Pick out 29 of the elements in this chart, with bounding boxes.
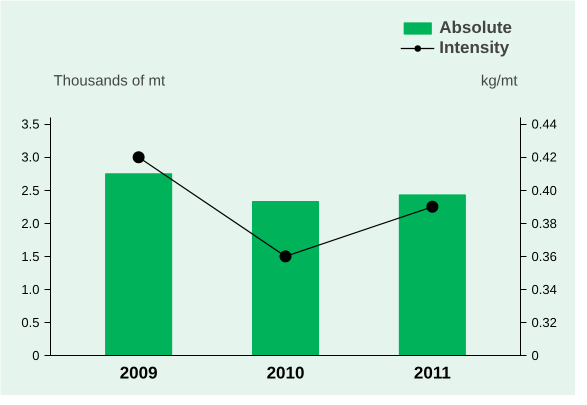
- legend-label: Intensity: [439, 38, 510, 58]
- y-tick-label: 2.5: [21, 182, 40, 198]
- y2-tick-label: 0.38: [532, 216, 557, 231]
- y-tick-label: 0.5: [21, 314, 40, 330]
- bar: [252, 201, 320, 356]
- y2-tick-label: 0.32: [532, 314, 557, 330]
- y2-tick-label: 0.44: [532, 116, 557, 132]
- y-tick-label: 1.5: [21, 248, 40, 264]
- x-tick-label: 2010: [266, 364, 304, 382]
- y2-tick-label: 0.42: [532, 150, 557, 165]
- point: [280, 250, 292, 262]
- y-tick-label: 1.0: [21, 282, 40, 297]
- y2-tick-label: 0.36: [532, 248, 557, 264]
- y-tick-label: 3.0: [21, 150, 40, 165]
- y-tick-label: 3.5: [21, 116, 40, 132]
- bar: [105, 173, 172, 356]
- point: [426, 200, 438, 213]
- y2-tick-label: 0.40: [532, 182, 557, 198]
- y2-tick-label: 0: [532, 348, 539, 363]
- bar: [398, 194, 466, 356]
- x-tick-label: 2011: [414, 364, 451, 382]
- point: [132, 151, 145, 164]
- y-axis-title: Thousands of mt: [54, 72, 166, 90]
- y2-tick-label: 0.34: [532, 282, 557, 297]
- x-tick-label: 2009: [120, 364, 158, 382]
- y-tick-label: 0: [32, 348, 40, 363]
- legend-label: Absolute: [439, 18, 512, 38]
- y-tick-label: 2.0: [21, 216, 40, 231]
- y2-axis-title: kg/mt: [480, 72, 518, 90]
